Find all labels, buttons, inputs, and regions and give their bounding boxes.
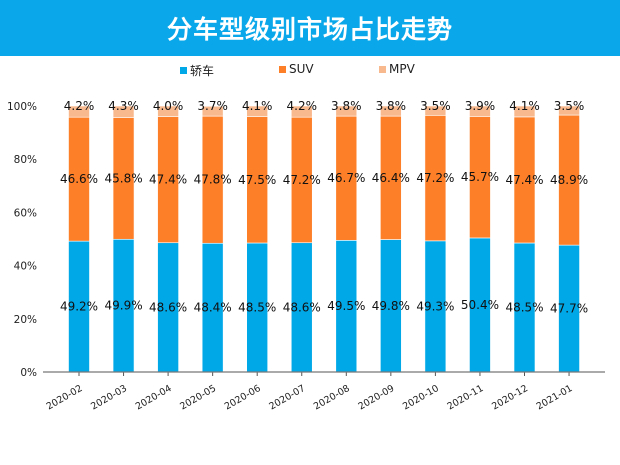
legend-swatch [180,67,187,74]
x-tick-label: 2020-06 [223,383,263,412]
bar-segment-MPV [558,105,580,116]
legend: 轿车 SUV MPV [0,62,620,80]
x-tick-label: 2021-01 [535,383,575,412]
chart-title: 分车型级别市场占比走势 [166,15,453,44]
x-tick-label: 2020-02 [45,383,85,412]
data-label: 47.4% [505,173,543,187]
data-label: 48.4% [194,301,232,315]
data-label: 4.2% [64,99,95,113]
data-label: 4.1% [242,99,273,113]
data-label: 49.5% [327,299,365,313]
data-label: 3.5% [420,99,451,113]
data-label: 46.7% [327,171,365,185]
x-tick-label: 2020-07 [267,383,307,412]
bar-segment-MPV [246,105,268,117]
x-tick-label: 2020-08 [312,383,352,412]
legend-item-suv: SUV [279,62,314,76]
data-label: 47.2% [416,171,454,185]
data-label: 48.5% [505,300,543,314]
bar-segment-MPV [380,105,402,117]
y-tick-label: 80% [14,154,37,166]
data-label: 4.3% [108,99,139,113]
data-label: 45.7% [461,170,499,184]
data-label: 48.5% [238,300,276,314]
bar-segment-MPV [424,105,447,116]
bar-segment-MPV [68,105,90,118]
legend-label: 轿车 [190,64,215,78]
data-label: 47.7% [550,302,588,316]
y-tick-label: 20% [14,314,37,326]
data-label: 4.1% [509,99,540,113]
legend-item-sedan: 轿车 [180,62,214,79]
data-label: 3.9% [465,99,496,113]
bar-segment-MPV [290,105,313,118]
legend-swatch [379,65,386,73]
data-label: 3.8% [376,99,407,113]
y-tick-label: 0% [20,367,37,379]
data-label: 49.9% [104,299,142,313]
data-label: 48.9% [550,173,588,187]
bar-segment-MPV [201,105,224,117]
data-label: 48.6% [283,300,321,314]
y-tick-label: 100% [7,101,37,113]
bar-segment-MPV [112,105,135,118]
y-tick-label: 40% [14,261,37,273]
x-tick-label: 2020-11 [446,383,486,412]
x-tick-label: 2020-03 [89,383,129,412]
x-tick-label: 2020-12 [490,383,530,412]
data-label: 47.4% [149,173,187,187]
data-label: 49.3% [416,299,454,313]
bar-segment-MPV [157,105,179,117]
data-label: 46.4% [372,171,410,185]
data-label: 47.2% [283,173,321,187]
bar-segment-MPV [513,105,536,118]
data-label: 3.8% [331,99,362,113]
legend-swatch [279,65,286,73]
data-label: 47.5% [238,173,276,187]
legend-label: SUV [289,62,314,76]
data-label: 49.8% [372,299,410,313]
bar-segment-MPV [469,105,491,117]
data-label: 46.6% [60,172,98,186]
x-tick-label: 2020-05 [178,383,218,412]
x-tick-label: 2020-09 [356,383,396,412]
bar-segment-MPV [335,105,358,117]
data-label: 4.2% [287,99,318,113]
title-bar: 分车型级别市场占比走势 [0,0,620,56]
data-label: 4.0% [153,99,184,113]
x-tick-label: 2020-10 [401,383,441,412]
data-label: 47.8% [194,173,232,187]
data-label: 45.8% [104,171,142,185]
data-label: 3.5% [554,99,585,113]
legend-label: MPV [389,62,415,76]
data-label: 49.2% [60,300,98,314]
y-tick-label: 60% [14,207,37,219]
x-tick-label: 2020-04 [134,383,174,412]
data-label: 50.4% [461,298,499,312]
data-label: 48.6% [149,300,187,314]
data-label: 3.7% [197,99,228,113]
legend-item-mpv: MPV [379,62,415,76]
